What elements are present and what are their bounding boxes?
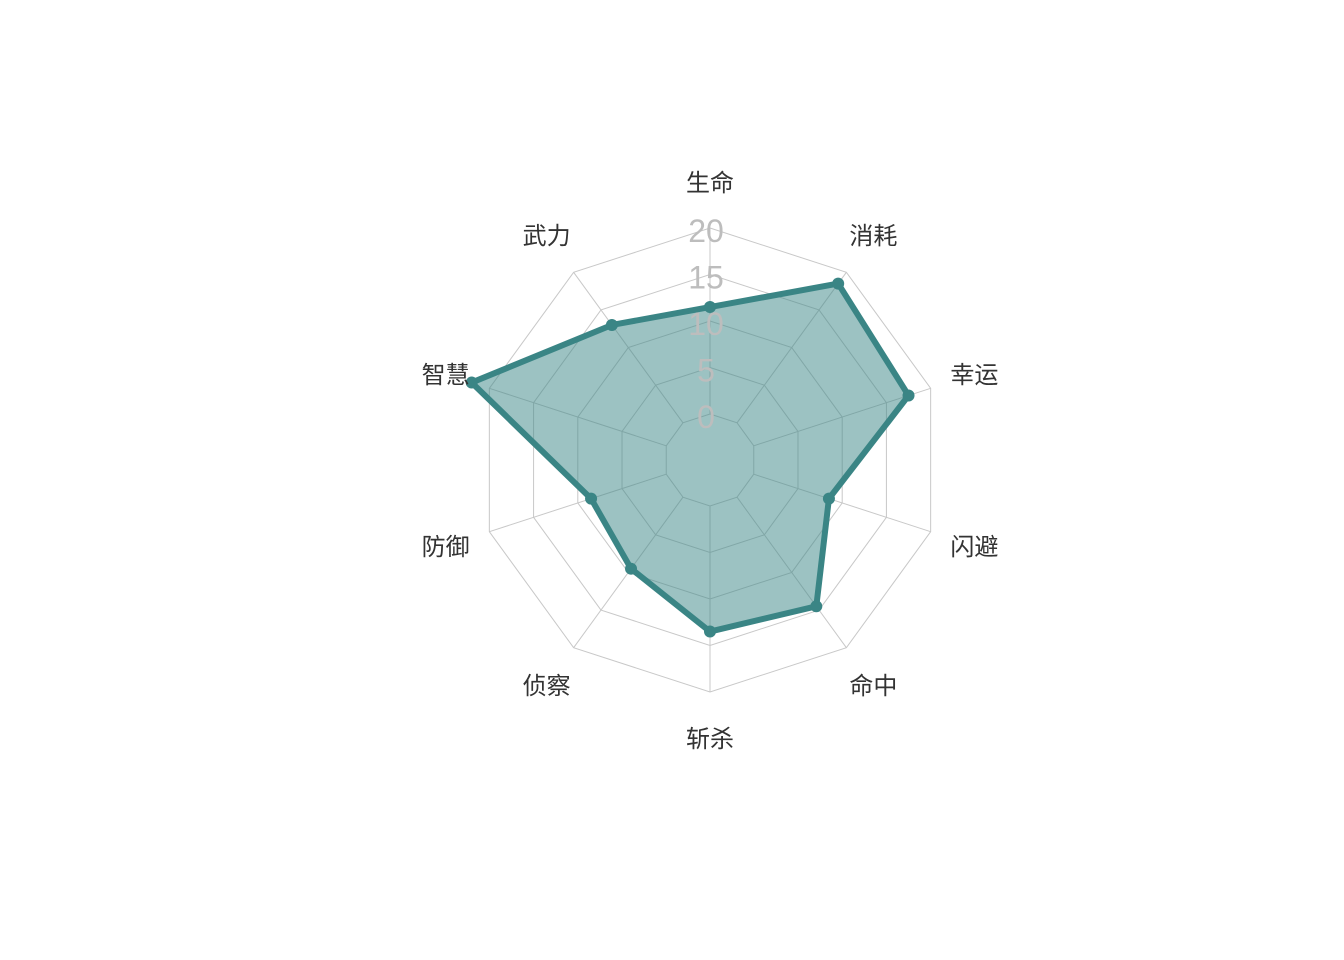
axis-label-生命: 生命 [686,169,734,197]
tick-label-20: 20 [688,213,724,249]
axis-label-武力: 武力 [523,222,571,250]
series-layer [465,277,915,638]
axis-label-侦察: 侦察 [523,672,571,700]
data-point-闪避 [822,492,835,505]
axis-label-闪避: 闪避 [950,533,998,561]
axis-label-智慧: 智慧 [422,361,470,389]
tick-label-0: 0 [697,399,715,435]
data-point-斩杀 [704,625,716,638]
axis-label-命中: 命中 [849,672,897,700]
tick-layer: 0 5 10 15 20 [688,213,724,435]
data-point-侦察 [625,562,638,575]
axis-label-幸运: 幸运 [950,361,998,389]
data-point-消耗 [832,277,845,290]
tick-label-15: 15 [688,260,724,296]
data-point-生命 [704,301,716,314]
data-point-幸运 [902,389,915,402]
axis-label-消耗: 消耗 [849,222,897,250]
tick-label-5: 5 [697,353,715,389]
data-point-武力 [605,318,618,331]
data-point-智慧 [465,376,478,389]
axis-label-防御: 防御 [422,533,470,561]
series-area [471,283,909,632]
tick-label-10: 10 [688,306,724,342]
axis-label-斩杀: 斩杀 [686,725,734,753]
data-point-防御 [585,492,598,505]
data-point-命中 [810,600,823,613]
